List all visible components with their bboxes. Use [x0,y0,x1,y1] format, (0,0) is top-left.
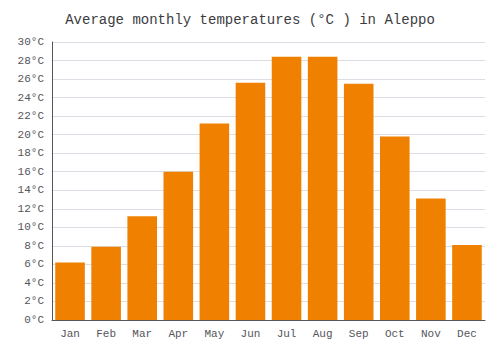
svg-text:2°C: 2°C [24,295,44,307]
svg-text:Apr: Apr [168,328,188,340]
svg-text:May: May [204,328,224,340]
svg-text:8°C: 8°C [24,240,44,252]
svg-text:Feb: Feb [96,328,116,340]
svg-text:Jun: Jun [241,328,261,340]
svg-text:20°C: 20°C [18,129,45,141]
svg-text:Jul: Jul [277,328,297,340]
svg-text:4°C: 4°C [24,277,44,289]
svg-text:Jan: Jan [60,328,80,340]
svg-text:30°C: 30°C [18,36,45,48]
svg-text:18°C: 18°C [18,147,45,159]
svg-text:Sep: Sep [349,328,369,340]
svg-text:28°C: 28°C [18,55,45,67]
svg-text:16°C: 16°C [18,166,45,178]
svg-text:14°C: 14°C [18,184,45,196]
svg-text:Average monthly temperatures (: Average monthly temperatures (°C ) in Al… [65,12,435,28]
svg-text:24°C: 24°C [18,92,45,104]
svg-text:Oct: Oct [385,328,405,340]
svg-text:6°C: 6°C [24,258,44,270]
svg-text:Dec: Dec [457,328,477,340]
svg-text:10°C: 10°C [18,221,45,233]
svg-text:Nov: Nov [421,328,441,340]
svg-text:0°C: 0°C [24,314,44,326]
svg-text:Mar: Mar [132,328,152,340]
svg-text:Aug: Aug [313,328,333,340]
svg-text:12°C: 12°C [18,203,45,215]
svg-text:26°C: 26°C [18,73,45,85]
svg-text:22°C: 22°C [18,110,45,122]
